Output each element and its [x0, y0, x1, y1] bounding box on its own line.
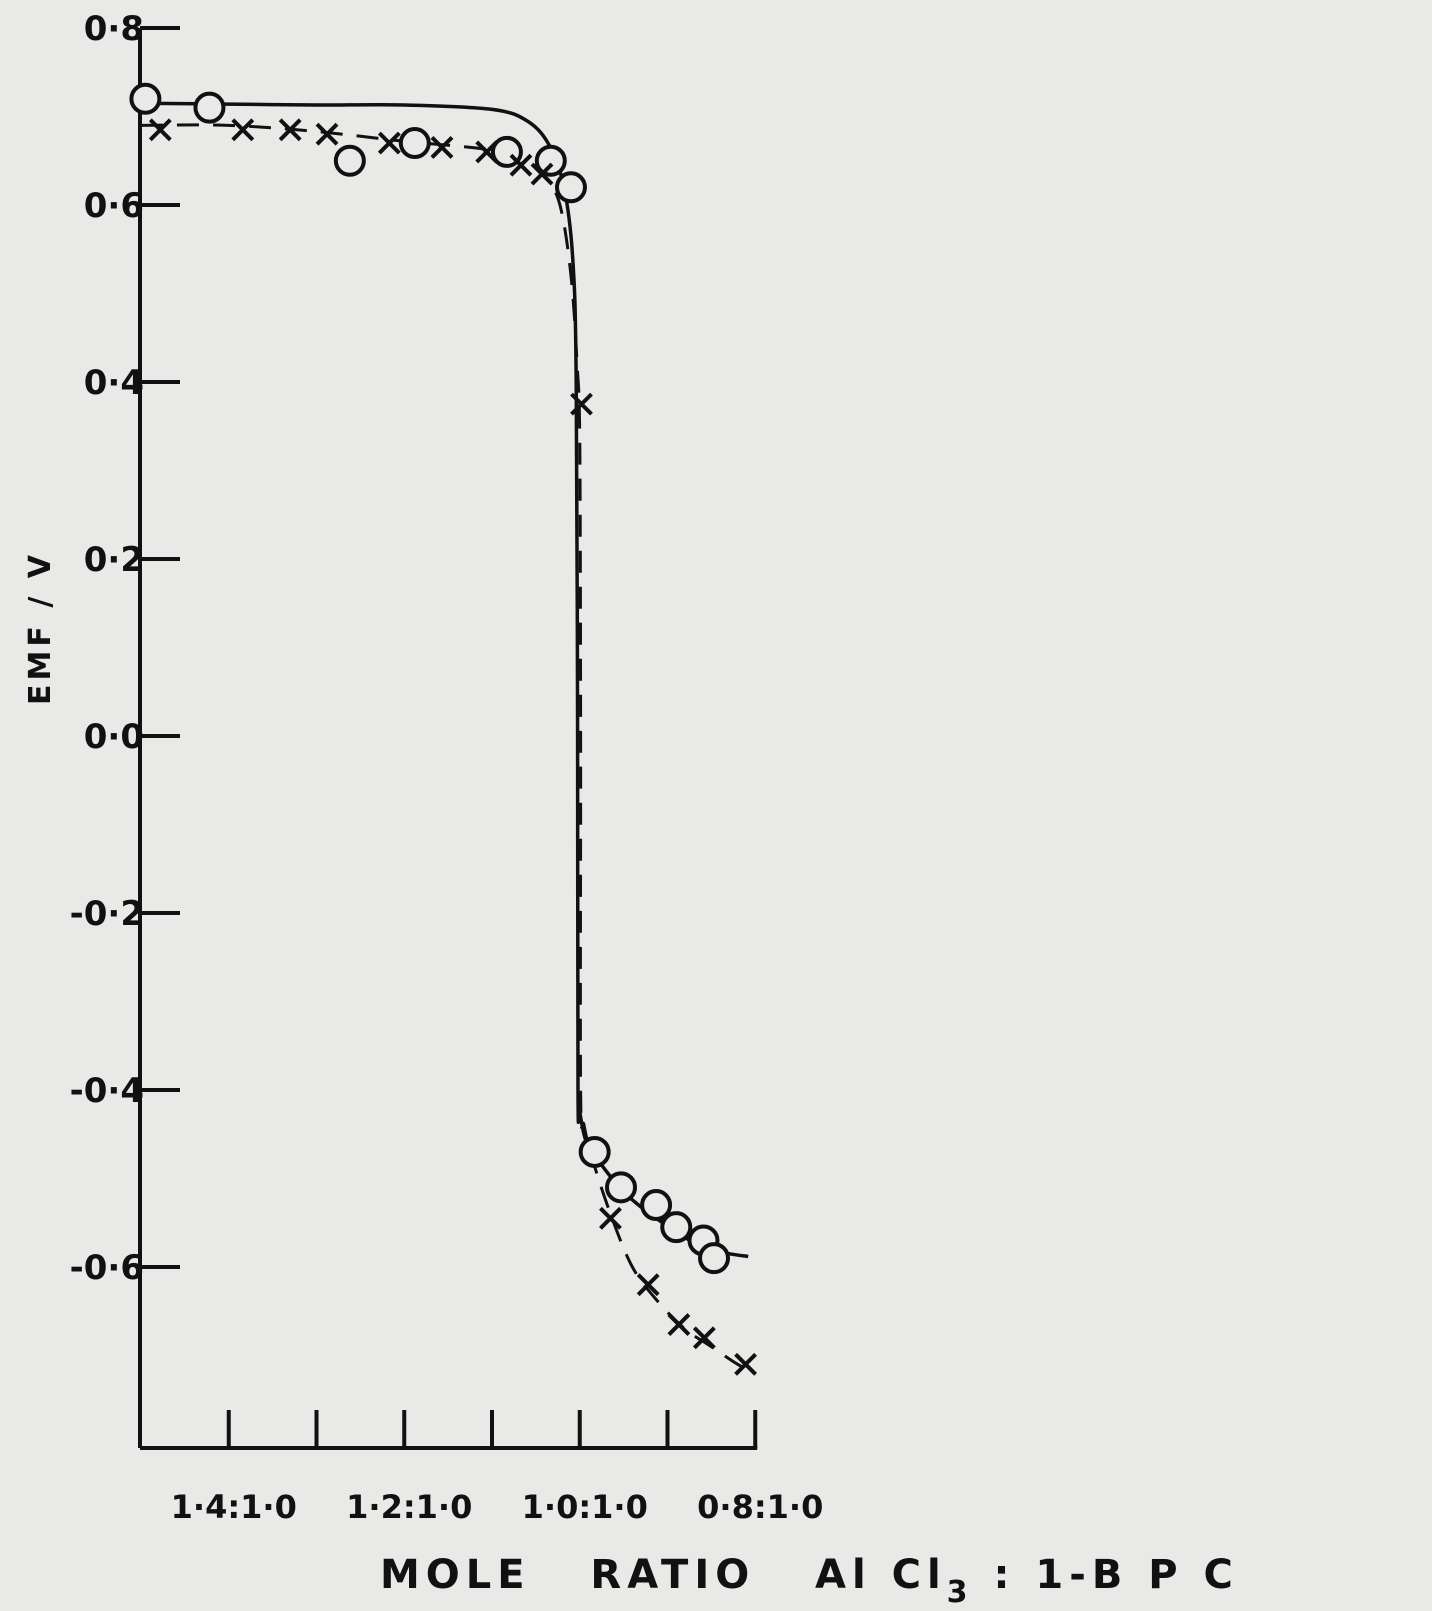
x-tick-label: 1·2:1·0: [346, 1488, 472, 1526]
cross-marker: [278, 118, 302, 142]
cross-marker-stroke: [509, 153, 533, 177]
x-axis-title-part: MOLE: [380, 1552, 531, 1598]
x-tick-label: 1·0:1·0: [522, 1488, 648, 1526]
cross-marker: [570, 392, 593, 416]
cross-marker-stroke: [734, 1352, 758, 1376]
cross-marker-stroke: [475, 140, 499, 164]
cross-marker: [636, 1273, 660, 1297]
fitted-curves: [140, 101, 756, 1375]
circle-marker: [554, 171, 587, 204]
y-tick-label: -0·6: [70, 1248, 144, 1288]
x-axis-title-part: Al Cl: [755, 1552, 946, 1598]
circle-marker: [129, 82, 162, 115]
y-tick-label: -0·2: [70, 894, 144, 934]
cross-marker-stroke: [377, 131, 401, 155]
y-tick-label: 0·6: [84, 186, 144, 226]
axes: [138, 26, 758, 1450]
cross-marker-stroke: [278, 118, 302, 142]
solid-curve: [140, 101, 749, 1259]
cross-marker-stroke: [231, 118, 255, 142]
cross-marker: [430, 136, 454, 159]
circle-marker: [578, 1135, 611, 1168]
cross-marker-stroke: [430, 136, 454, 159]
cross-marker: [509, 153, 533, 177]
cross-marker: [148, 118, 172, 142]
circle-marker: [698, 1242, 731, 1275]
y-tick-label: 0·0: [84, 717, 144, 757]
circle-marker: [660, 1211, 693, 1244]
cross-marker-stroke: [148, 118, 172, 142]
data-markers: [129, 82, 758, 1376]
x-axis-title-subscript: 3: [947, 1575, 974, 1610]
cross-marker: [231, 118, 255, 142]
y-tick-label: 0·4: [84, 363, 144, 403]
circle-marker: [398, 127, 431, 160]
cross-marker: [530, 162, 554, 186]
circle-marker: [640, 1189, 673, 1222]
circle-marker: [604, 1171, 637, 1204]
y-tick-label: -0·4: [70, 1071, 144, 1111]
cross-marker-stroke: [530, 162, 554, 186]
dashed-curve: [140, 123, 756, 1375]
cross-marker-stroke: [315, 122, 339, 146]
x-axis-title: MOLE RATIO Al Cl3 : 1-B P C: [380, 1552, 1239, 1610]
x-axis-title-part: 1-B P C: [1035, 1552, 1238, 1598]
cross-marker-stroke: [636, 1273, 660, 1297]
cross-marker-stroke: [692, 1326, 716, 1350]
circle-marker: [193, 91, 226, 124]
y-axis-title: EMF / V: [23, 551, 58, 705]
cross-marker: [599, 1206, 622, 1230]
cross-marker: [475, 140, 499, 164]
cross-marker: [734, 1352, 758, 1376]
cross-marker: [377, 131, 401, 155]
x-axis-title-part: RATIO: [531, 1552, 756, 1598]
x-tick-label: 0·8:1·0: [697, 1488, 823, 1526]
y-tick-label: 0·8: [84, 9, 144, 49]
circle-marker: [534, 144, 567, 177]
cross-marker: [315, 122, 339, 146]
cross-marker: [692, 1326, 716, 1350]
circle-marker: [333, 144, 366, 177]
x-tick-label: 1·4:1·0: [171, 1488, 297, 1526]
cross-marker-stroke: [599, 1206, 622, 1230]
cross-marker: [667, 1313, 691, 1336]
tick-labels: 0·8 0·6 0·4 0·2 0·0 -0·2 -0·4 -0·6 1·4:1·0 1·2:1·…: [70, 9, 824, 1526]
x-axis-title-part: :: [974, 1552, 1036, 1598]
y-tick-label: 0·2: [84, 540, 144, 580]
cross-marker-stroke: [570, 392, 593, 416]
cross-marker-stroke: [667, 1313, 691, 1336]
axis-titles: EMF / V MOLE RATIO Al Cl3 : 1-B P C: [23, 551, 1239, 1610]
